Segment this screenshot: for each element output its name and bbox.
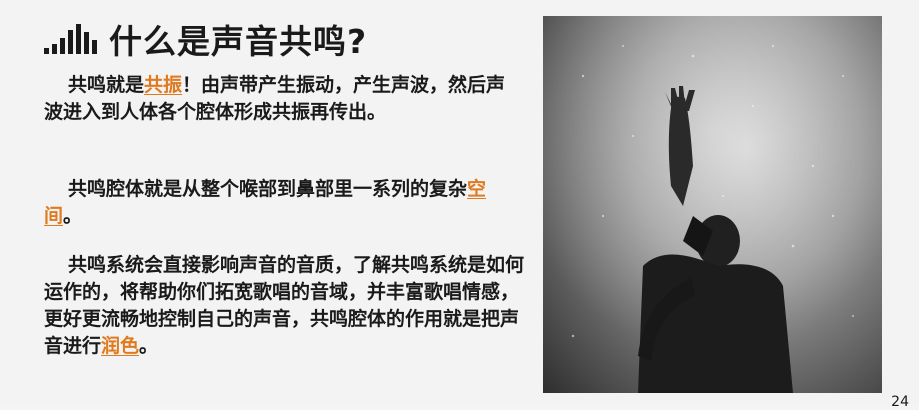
paragraph-text: 共鸣腔体就是从整个喉部到鼻部里一系列的复杂 — [68, 178, 468, 200]
paragraph-text: 共鸣系统会直接影响声音的音质，了解共鸣系统是如何运作的，将帮助你们拓宽歌唱的音域… — [44, 254, 525, 357]
highlight-term: 润色 — [101, 335, 140, 357]
paragraph-text: 。 — [63, 205, 83, 227]
paragraph-resonance-definition: 共鸣就是共振！由声带产生振动，产生声波，然后声波进入到人体各个腔体形成共振再传出… — [44, 72, 524, 126]
singer-photo — [543, 16, 882, 393]
paragraph-resonance-cavity: 共鸣腔体就是从整个喉部到鼻部里一系列的复杂空间。 — [44, 176, 524, 230]
highlight-term: 共振 — [144, 74, 183, 96]
singer-silhouette-image — [543, 16, 882, 393]
paragraph-text: ！由声带产生振动，产生声波，然后声波进入到人体各个腔体形成共振再传出。 — [44, 74, 506, 123]
page-title: 什么是声音共鸣? — [109, 22, 368, 61]
page-number: 24 — [891, 394, 909, 410]
title-row: 什么是声音共鸣? — [44, 14, 367, 64]
paragraph-text: 共鸣就是 — [68, 74, 145, 96]
highlight-term: 空间 — [44, 178, 487, 227]
paragraph-text: 。 — [139, 335, 159, 357]
sound-bars-icon — [44, 24, 97, 54]
paragraph-resonance-system: 共鸣系统会直接影响声音的音质，了解共鸣系统是如何运作的，将帮助你们拓宽歌唱的音域… — [44, 252, 524, 360]
